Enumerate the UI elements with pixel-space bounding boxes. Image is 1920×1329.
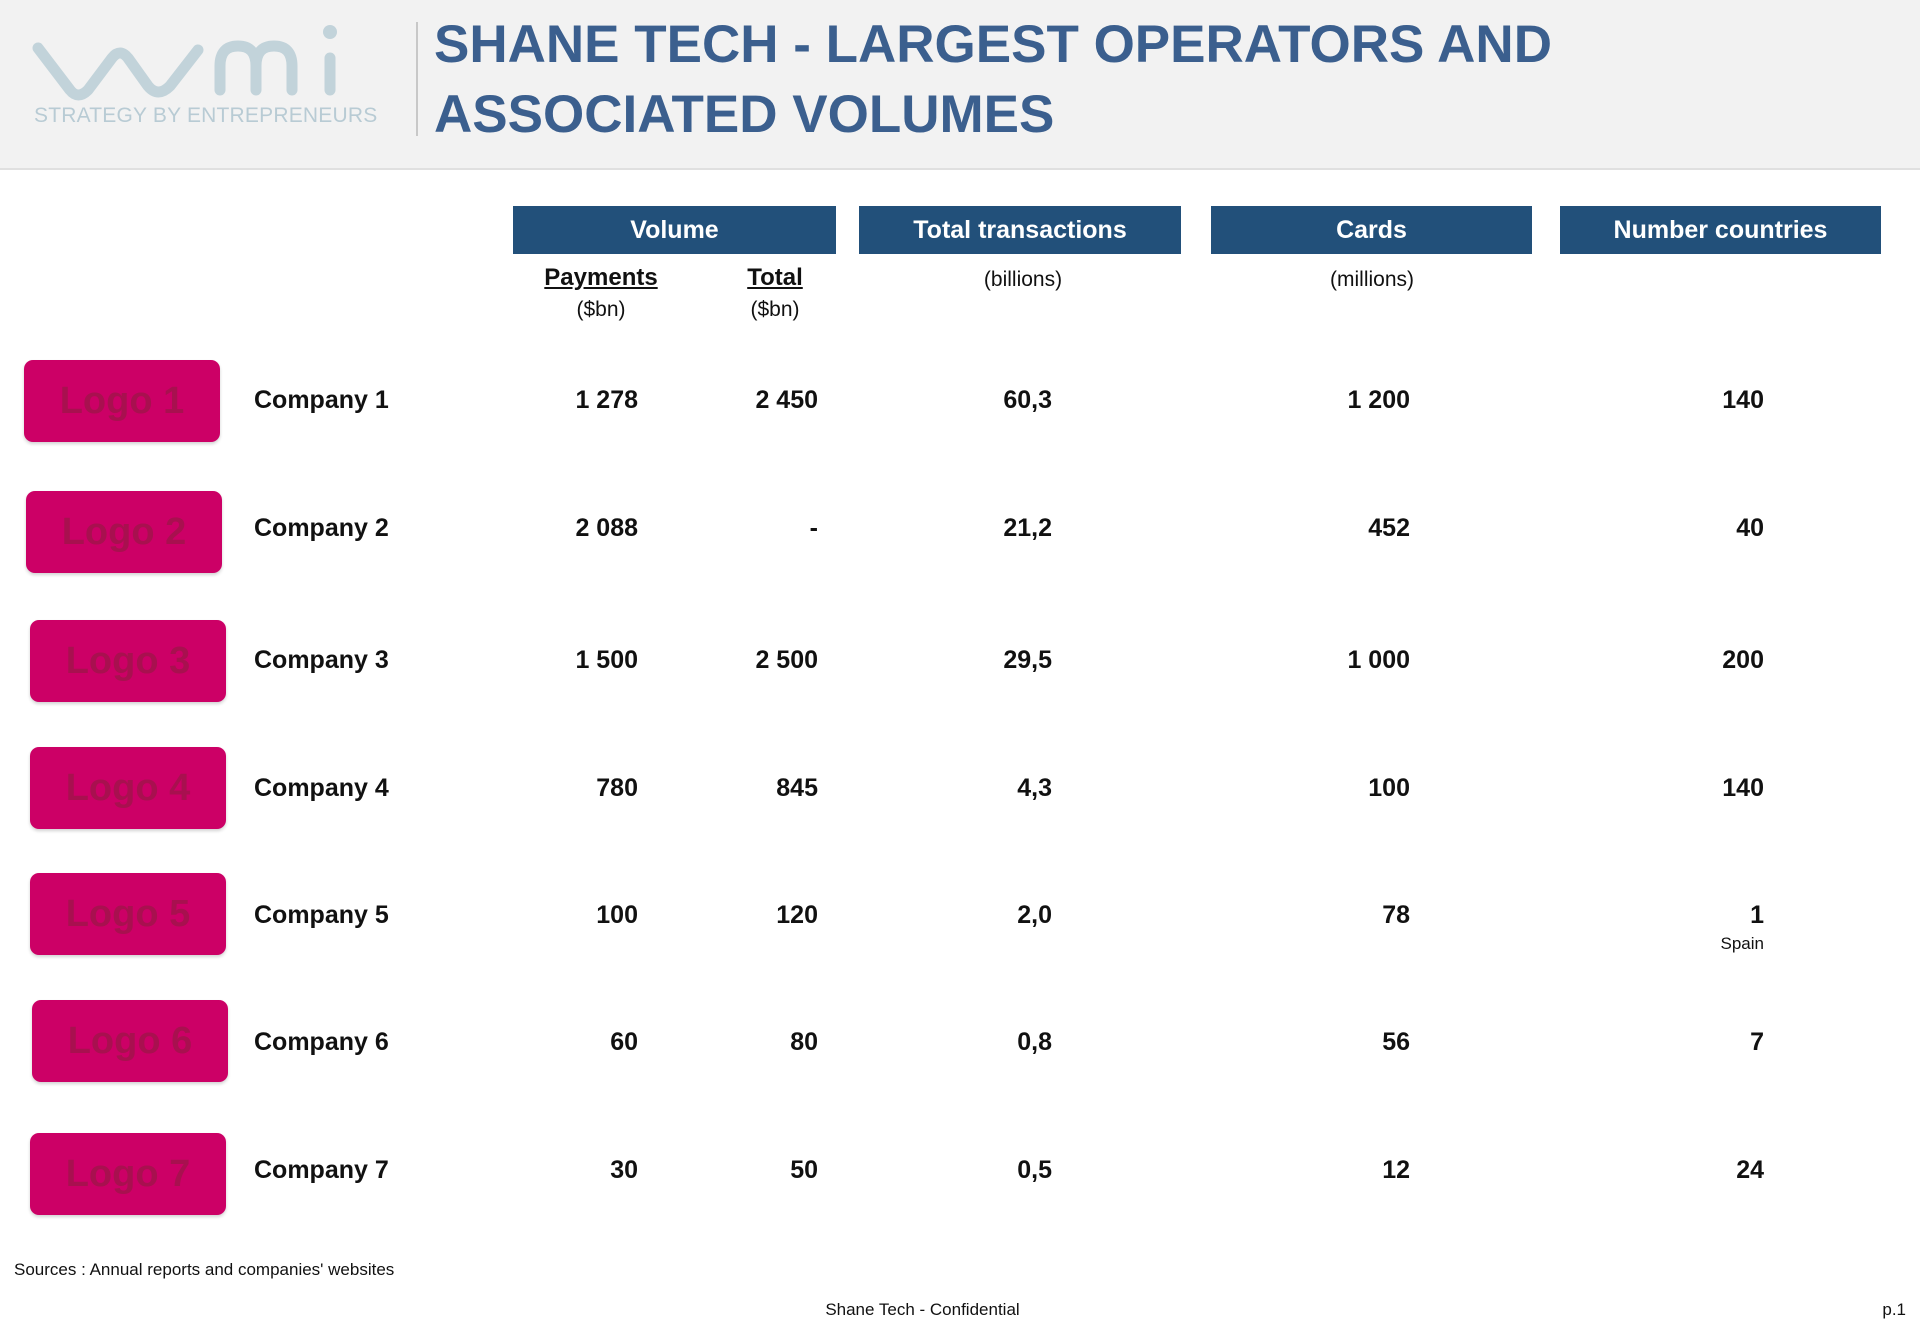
payments-value: 1 500: [575, 646, 638, 674]
logo-placeholder: Logo 4: [30, 747, 226, 829]
page-title: SHANE TECH - LARGEST OPERATORS AND ASSOC…: [434, 15, 1552, 144]
transactions-unit: (billions): [983, 268, 1063, 291]
cards-value: 100: [1368, 774, 1410, 802]
payments-value: 60: [610, 1028, 638, 1056]
countries-value: 40: [1736, 514, 1764, 542]
cards-value: 452: [1368, 514, 1410, 542]
page-number: p.1: [1882, 1300, 1906, 1319]
countries-value: 7: [1750, 1028, 1764, 1056]
payments-value: 1 278: [575, 386, 638, 414]
total-subheader: Total: [747, 264, 803, 291]
header-divider: [416, 22, 418, 136]
cards-unit: (millions): [1330, 268, 1414, 291]
cards-value: 78: [1382, 901, 1410, 929]
cards-value: 56: [1382, 1028, 1410, 1056]
sources-note: Sources : Annual reports and companies' …: [14, 1260, 395, 1279]
total-value: 80: [790, 1028, 818, 1056]
transactions-value: 60,3: [1003, 386, 1052, 414]
logo-placeholder: Logo 1: [24, 360, 220, 442]
company-name: Company 6: [254, 1028, 389, 1056]
company-name: Company 5: [254, 901, 389, 929]
country-note: Spain: [1720, 934, 1764, 953]
transactions-header: Total transactions: [859, 206, 1181, 254]
payments-subheader: Payments: [544, 264, 658, 291]
transactions-value: 0,8: [1017, 1028, 1052, 1056]
total-value: 50: [790, 1156, 818, 1184]
transactions-value: 29,5: [1003, 646, 1052, 674]
cards-header: Cards: [1211, 206, 1532, 254]
cards-value: 12: [1382, 1156, 1410, 1184]
countries-value: 140: [1722, 386, 1764, 414]
payments-value: 2 088: [575, 514, 638, 542]
total-unit: ($bn): [750, 298, 800, 321]
logo-placeholder: Logo 5: [30, 873, 226, 955]
total-value: 2 450: [755, 386, 818, 414]
logo-placeholder: Logo 7: [30, 1133, 226, 1215]
countries-value: 140: [1722, 774, 1764, 802]
countries-header: Number countries: [1560, 206, 1881, 254]
payments-value: 780: [596, 774, 638, 802]
company-name: Company 4: [254, 774, 389, 802]
volume-header: Volume: [513, 206, 836, 254]
total-value: -: [809, 514, 818, 542]
transactions-value: 2,0: [1017, 901, 1052, 929]
logo-placeholder: Logo 3: [30, 620, 226, 702]
payments-value: 100: [596, 901, 638, 929]
countries-value: 24: [1736, 1156, 1764, 1184]
cards-value: 1 200: [1347, 386, 1410, 414]
transactions-value: 0,5: [1017, 1156, 1052, 1184]
logo-placeholder: Logo 2: [26, 491, 222, 573]
countries-value: 200: [1722, 646, 1764, 674]
total-value: 845: [776, 774, 818, 802]
total-value: 2 500: [755, 646, 818, 674]
transactions-value: 4,3: [1017, 774, 1052, 802]
confidential-footer: Shane Tech - Confidential: [825, 1300, 1020, 1319]
company-logo-icon: [32, 25, 337, 101]
company-name: Company 7: [254, 1156, 389, 1184]
cards-value: 1 000: [1347, 646, 1410, 674]
logo-placeholder: Logo 6: [32, 1000, 228, 1082]
total-value: 120: [776, 901, 818, 929]
payments-value: 30: [610, 1156, 638, 1184]
company-name: Company 2: [254, 514, 389, 542]
payments-unit: ($bn): [576, 298, 626, 321]
company-name: Company 3: [254, 646, 389, 674]
countries-value: 1: [1750, 901, 1764, 929]
logo-tagline: STRATEGY BY ENTREPRENEURS: [34, 104, 378, 127]
header-bar: STRATEGY BY ENTREPRENEURS SHANE TECH - L…: [0, 0, 1920, 170]
transactions-value: 21,2: [1003, 514, 1052, 542]
company-name: Company 1: [254, 386, 389, 414]
